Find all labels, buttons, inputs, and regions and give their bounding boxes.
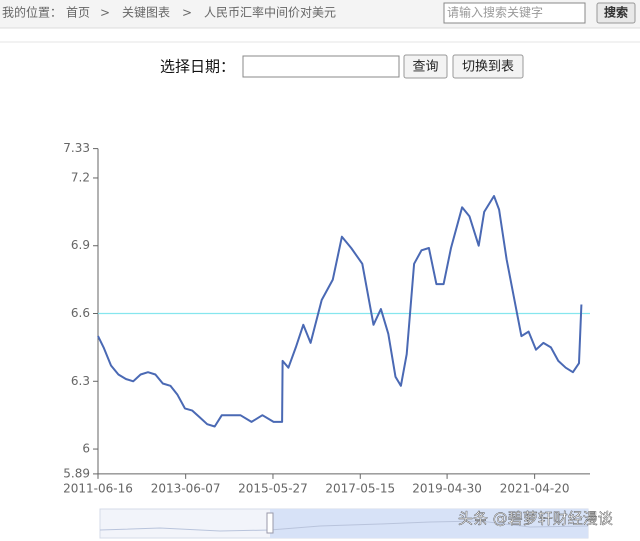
query-button[interactable] — [403, 54, 448, 79]
zoom-handle[interactable] — [266, 512, 274, 534]
y-tick-label: 6.6 — [71, 306, 90, 320]
x-tick-label: 2015-05-27 — [238, 481, 308, 495]
breadcrumb-link[interactable]: 首页 — [66, 6, 90, 20]
y-tick-label: 6 — [82, 442, 90, 456]
x-tick-label: 2019-04-30 — [412, 481, 482, 495]
toggle-button[interactable] — [452, 54, 524, 79]
location-label: 我的位置： — [2, 5, 62, 20]
y-tick-label: 7.2 — [71, 170, 90, 184]
chart: 5.89 6 6.3 6.6 6.9 7.2 7.33 2011-06-16 2013-06-0… — [63, 141, 590, 495]
breadcrumb-link[interactable]: 关键图表 — [122, 6, 170, 20]
toggle-button-label: 切换到表 — [462, 60, 514, 75]
y-tick-label: 6.9 — [71, 238, 90, 252]
search-placeholder: 请输入搜索关键字 — [447, 5, 543, 20]
x-tick-label: 2013-06-07 — [151, 481, 221, 495]
x-tick-label: 2017-05-15 — [325, 481, 395, 495]
breadcrumb-separator: > — [100, 6, 110, 20]
x-tick-label: 2021-04-20 — [500, 481, 570, 495]
query-button-label: 查询 — [412, 60, 438, 75]
date-input[interactable] — [242, 55, 400, 78]
zoom-selection[interactable] — [270, 509, 588, 538]
y-tick-label: 5.89 — [63, 466, 90, 480]
search-button-label: 搜索 — [604, 5, 628, 20]
zoom-preview — [99, 520, 589, 532]
search-button[interactable] — [596, 2, 636, 24]
date-label: 选择日期： — [160, 58, 235, 76]
x-tick-label: 2011-06-16 — [63, 481, 133, 495]
y-tick-label: 6.3 — [71, 374, 90, 388]
y-tick-label: 7.33 — [63, 141, 90, 155]
watermark: 头条 @碧萝轩财经漫谈 — [458, 510, 613, 528]
data-line — [97, 195, 583, 428]
search-input[interactable] — [443, 2, 586, 24]
breadcrumb-separator: > — [182, 6, 192, 20]
breadcrumb-current: 人民币汇率中间价对美元 — [204, 5, 336, 20]
